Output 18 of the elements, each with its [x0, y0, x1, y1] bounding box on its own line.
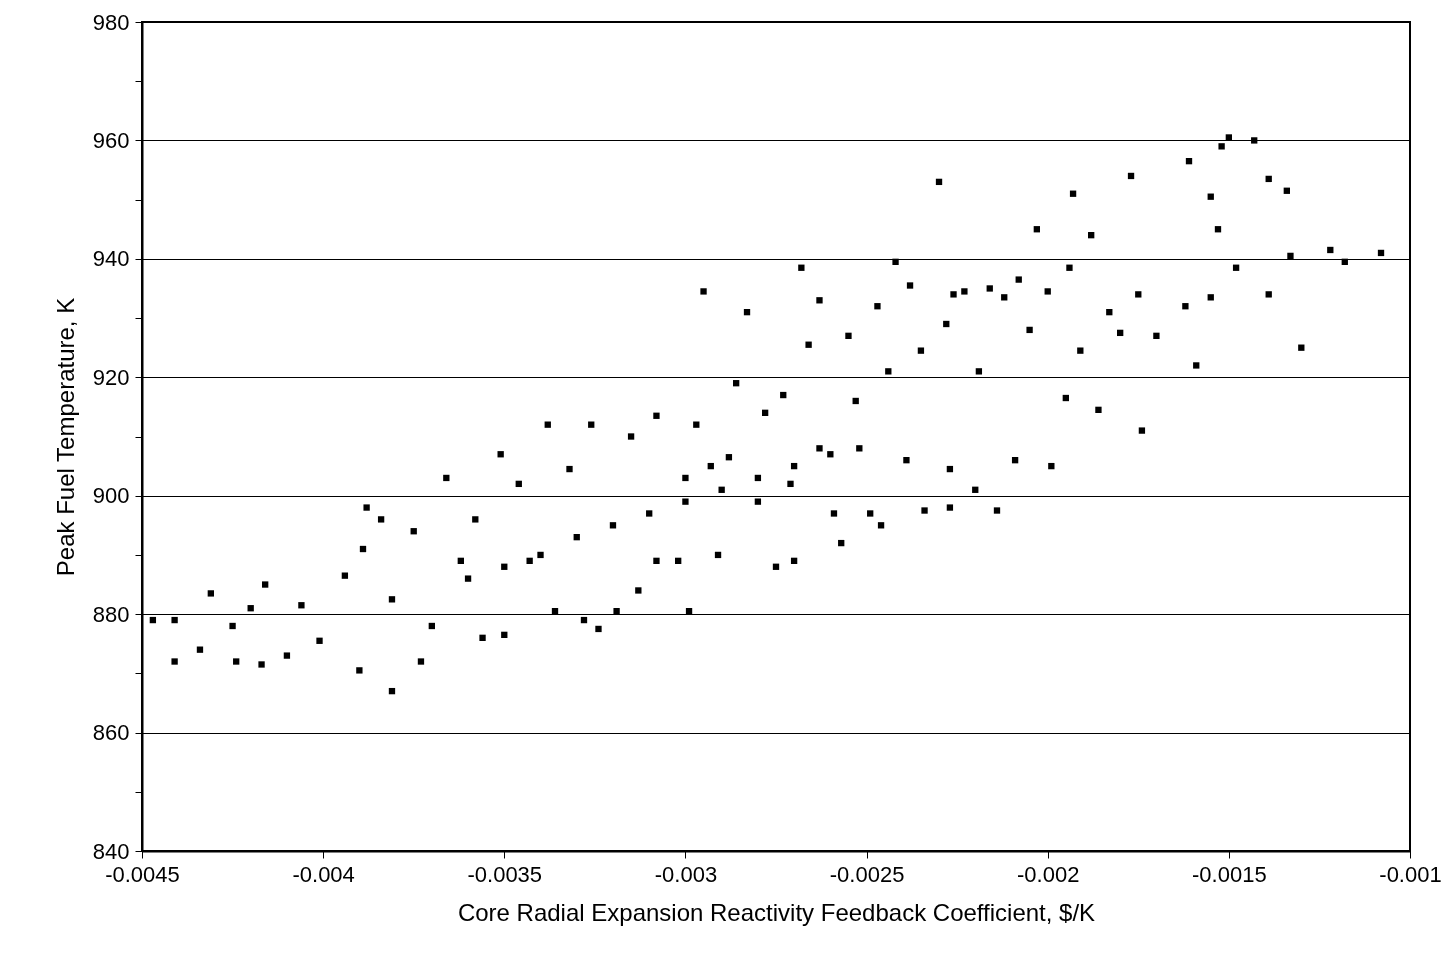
x-axis-title: Core Radial Expansion Reactivity Feedback Coefficient, $/K [457, 898, 1096, 926]
x-tick-label: -0.0015 [1192, 861, 1267, 887]
y-tick-label: 940 [92, 246, 130, 272]
x-tick-label: -0.0035 [467, 861, 543, 887]
x-tick-label: -0.002 [1017, 861, 1080, 887]
y-tick-label: 880 [92, 601, 130, 627]
y-tick-label: 980 [92, 9, 130, 35]
y-tick-label: 900 [92, 483, 130, 509]
y-axis-title: Peak Fuel Temperature, K [51, 297, 79, 577]
y-tick-label: 920 [92, 364, 130, 390]
x-tick-label: -0.004 [292, 861, 355, 887]
x-tick-label: -0.003 [654, 861, 718, 887]
y-tick-label: 860 [92, 720, 130, 746]
x-tick-label: -0.0045 [105, 861, 180, 887]
y-tick-label: 840 [92, 838, 130, 864]
x-tick-label: -0.0025 [829, 861, 905, 887]
x-tick-label: -0.001 [1379, 861, 1442, 887]
y-tick-label: 960 [92, 127, 130, 153]
